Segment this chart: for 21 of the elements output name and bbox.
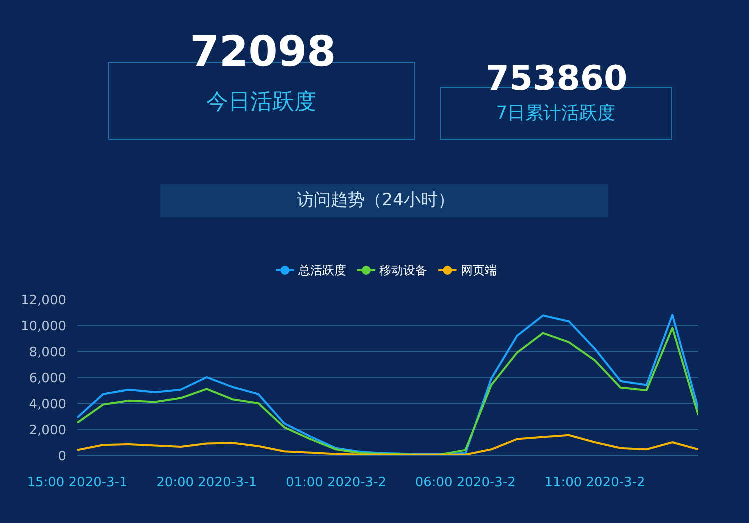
x-tick-label: 01:00 2020-3-2: [286, 476, 387, 490]
legend-label: 网页端: [460, 264, 497, 278]
chart-title: 访问趋势（24小时）: [297, 190, 455, 210]
text: 753860: [486, 59, 628, 99]
legend-label: 总活跃度: [297, 264, 346, 278]
y-tick-label: 6,000: [29, 372, 66, 386]
x-tick-label: 15:00 2020-3-1: [27, 476, 128, 490]
y-tick-label: 0: [58, 450, 67, 464]
legend-label: 移动设备: [380, 264, 428, 278]
text: 72098: [190, 27, 336, 76]
x-tick-label: 20:00 2020-3-1: [156, 476, 258, 490]
text: 7日累计活跃度: [496, 103, 616, 124]
y-tick-label: 8,000: [29, 346, 66, 360]
y-tick-label: 4,000: [29, 398, 66, 412]
y-tick-label: 10,000: [21, 320, 67, 334]
y-tick-label: 2,000: [29, 424, 66, 438]
x-tick-label: 06:00 2020-3-2: [415, 476, 516, 490]
x-tick-label: 11:00 2020-3-2: [544, 476, 646, 490]
y-tick-label: 12,000: [21, 294, 67, 308]
line-series: [78, 434, 698, 456]
text: 今日活跃度: [206, 90, 317, 115]
